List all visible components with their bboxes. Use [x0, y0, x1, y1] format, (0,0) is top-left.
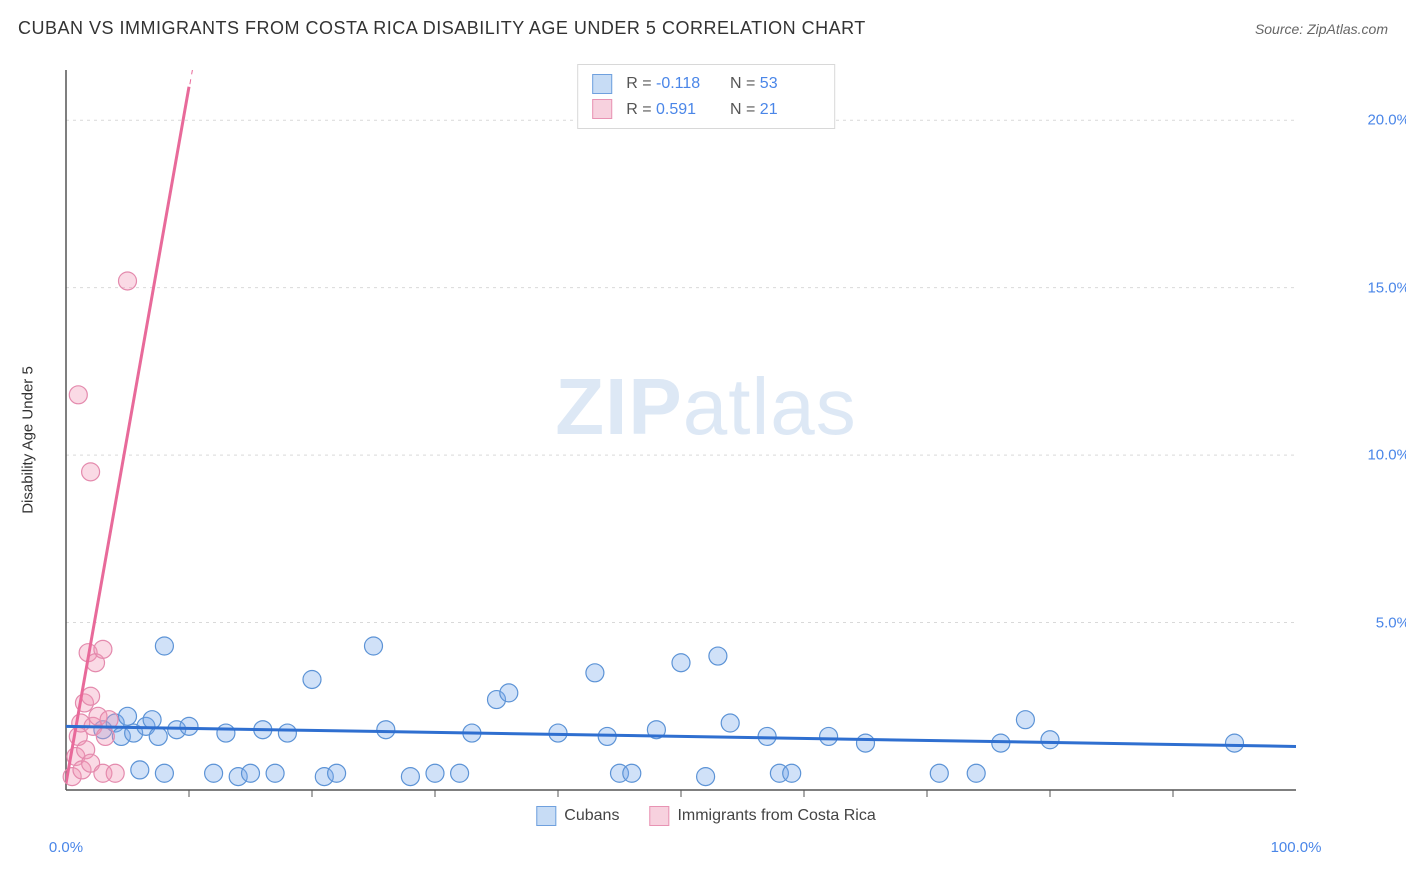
x-tick-label: 100.0%: [1271, 839, 1322, 856]
y-tick-label: 10.0%: [1367, 447, 1406, 464]
header-row: CUBAN VS IMMIGRANTS FROM COSTA RICA DISA…: [18, 18, 1388, 39]
y-tick-label: 5.0%: [1376, 614, 1406, 631]
n-value-2: 21: [760, 97, 820, 123]
correlation-legend: R = -0.118 N = 53 R = 0.591 N = 21: [577, 64, 835, 129]
y-axis-label: Disability Age Under 5: [20, 366, 37, 514]
r-value-1: -0.118: [656, 71, 716, 97]
n-value-1: 53: [760, 71, 820, 97]
plot-area: ZIPatlas R = -0.118 N = 53 R = 0.591 N =…: [56, 60, 1356, 830]
r-value-2: 0.591: [656, 97, 716, 123]
swatch-series-1: [592, 74, 612, 94]
legend-label-2: Immigrants from Costa Rica: [677, 807, 875, 825]
y-tick-label: 20.0%: [1367, 112, 1406, 129]
x-tick-label: 0.0%: [49, 839, 83, 856]
swatch-cubans: [536, 806, 556, 826]
source-attribution: Source: ZipAtlas.com: [1255, 21, 1388, 37]
legend-row-1: R = -0.118 N = 53: [592, 71, 820, 97]
swatch-costa-rica: [649, 806, 669, 826]
scatter-chart: [56, 60, 1356, 830]
legend-label-1: Cubans: [564, 807, 619, 825]
y-tick-label: 15.0%: [1367, 279, 1406, 296]
chart-title: CUBAN VS IMMIGRANTS FROM COSTA RICA DISA…: [18, 18, 866, 39]
legend-item-1: Cubans: [536, 806, 619, 826]
legend-row-2: R = 0.591 N = 21: [592, 97, 820, 123]
series-legend: Cubans Immigrants from Costa Rica: [536, 806, 875, 826]
swatch-series-2: [592, 99, 612, 119]
legend-item-2: Immigrants from Costa Rica: [649, 806, 875, 826]
